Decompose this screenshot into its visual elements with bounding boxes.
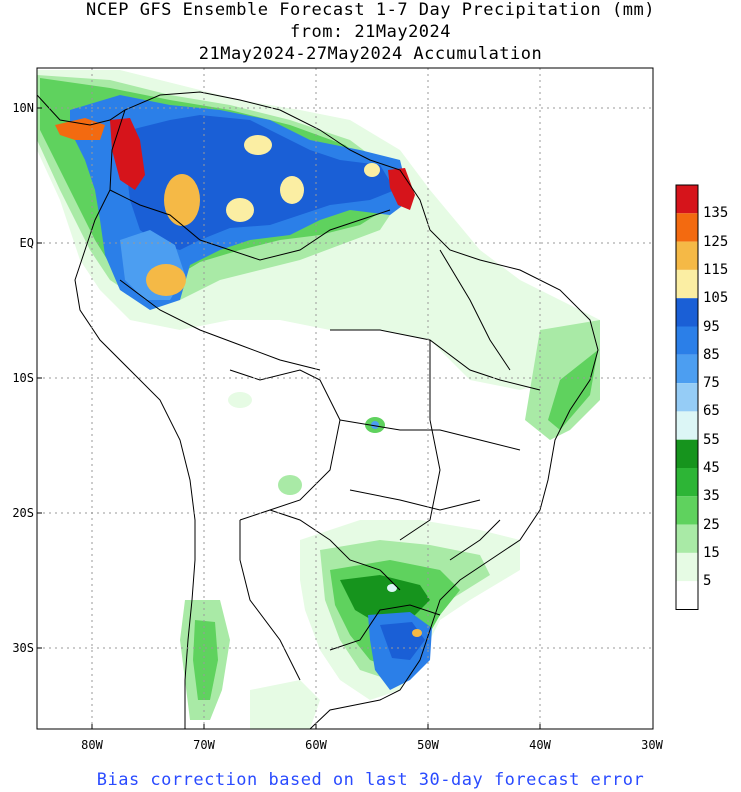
state-border-1	[330, 329, 541, 391]
colorbar-swatch	[676, 581, 698, 610]
lat-label-30s: 30S	[12, 641, 34, 655]
border-argentina-chile	[239, 520, 301, 681]
lon-label-40w: 40W	[529, 738, 551, 752]
lon-label-80w: 80W	[81, 738, 103, 752]
bias-correction-note: Bias correction based on last 30-day for…	[96, 770, 645, 790]
precip-patch-west-central	[278, 475, 302, 495]
border-uruguay	[329, 604, 441, 651]
colorbar-label: 115	[703, 261, 729, 278]
coastline-east	[37, 91, 599, 729]
country-borders	[109, 189, 541, 681]
border-peru-brazil	[119, 279, 321, 371]
precip-east-coast-25mm	[548, 350, 598, 430]
colorbar-swatch	[676, 552, 698, 582]
precip-115mm-cell-1	[164, 174, 200, 226]
state-border-2	[399, 340, 441, 541]
lon-label-50w: 50W	[417, 738, 439, 752]
state-border-6	[449, 519, 501, 561]
colorbar-swatch	[676, 496, 698, 525]
precip-layer	[37, 70, 600, 729]
colorbar-swatch	[676, 383, 698, 412]
colorbar-label: 5	[703, 573, 712, 590]
precip-105mm-cell-2	[244, 135, 272, 155]
precip-5mm-argentina	[250, 680, 320, 729]
state-border-3	[339, 419, 521, 451]
colorbar-label: 75	[703, 375, 720, 392]
precip-115mm-south-cell	[412, 629, 422, 637]
colorbar-label: 65	[703, 403, 720, 420]
precip-105mm-cell-4	[364, 163, 380, 177]
lon-label-70w: 70W	[193, 738, 215, 752]
map-title-line1: NCEP GFS Ensemble Forecast 1-7 Day Preci…	[86, 0, 655, 20]
colorbar-swatch	[676, 411, 698, 440]
plot-frame	[36, 67, 654, 730]
colorbar-label: 25	[703, 516, 720, 533]
coastline	[37, 91, 599, 729]
border-north	[109, 189, 391, 261]
colorbar-label: 85	[703, 346, 720, 363]
colorbar-swatch	[676, 298, 698, 327]
lat-label-eq: EQ	[19, 236, 34, 250]
state-border-5	[349, 489, 481, 511]
colorbar-frame	[675, 184, 699, 610]
lon-label-60w: 60W	[305, 738, 327, 752]
map-title-line3: 21May2024-27May2024 Accumulation	[198, 44, 543, 64]
precip-105mm-cell-1	[226, 198, 254, 222]
precip-25mm-andes	[193, 620, 218, 700]
colorbar-label: 105	[703, 290, 729, 307]
colorbar-label: 125	[703, 233, 729, 250]
colorbar-label: 95	[703, 318, 720, 335]
map-title-line2: from: 21May2024	[289, 22, 452, 42]
precip-patch-central-core	[371, 421, 379, 429]
colorbar-swatch	[676, 241, 698, 270]
colorbar	[675, 184, 699, 610]
colorbar-swatch	[676, 439, 698, 468]
lon-label-30w: 30W	[641, 738, 663, 752]
precip-135mm-guiana	[388, 168, 415, 210]
state-border-4	[439, 249, 511, 371]
colorbar-swatch	[676, 269, 698, 299]
lat-label-10s: 10S	[12, 371, 34, 385]
colorbar-swatch	[676, 524, 698, 553]
precip-135mm-panama-colombia	[110, 118, 145, 190]
colorbar-swatch	[676, 468, 698, 497]
colorbar-swatch	[676, 354, 698, 384]
colorbar-label: 135	[703, 205, 729, 222]
colorbar-label: 45	[703, 460, 720, 476]
colorbar-label: 35	[703, 488, 720, 505]
precip-105mm-cell-3	[280, 176, 304, 204]
border-paraguay	[269, 509, 401, 591]
colorbar-swatch	[676, 326, 698, 355]
colorbar-swatch	[676, 213, 698, 242]
lat-label-20s: 20S	[12, 506, 34, 520]
coastline-west	[74, 109, 196, 729]
colorbar-swatch	[676, 185, 698, 214]
precip-patch-bolivia	[228, 392, 252, 408]
colorbar-label: 55	[703, 431, 720, 448]
colorbar-label: 15	[703, 544, 720, 561]
precip-55mm-south-cell	[387, 584, 397, 592]
precip-115mm-cell-2	[146, 264, 186, 296]
gridlines	[37, 68, 653, 729]
lat-label-10n: 10N	[12, 101, 34, 115]
axis-ticks	[37, 107, 654, 729]
